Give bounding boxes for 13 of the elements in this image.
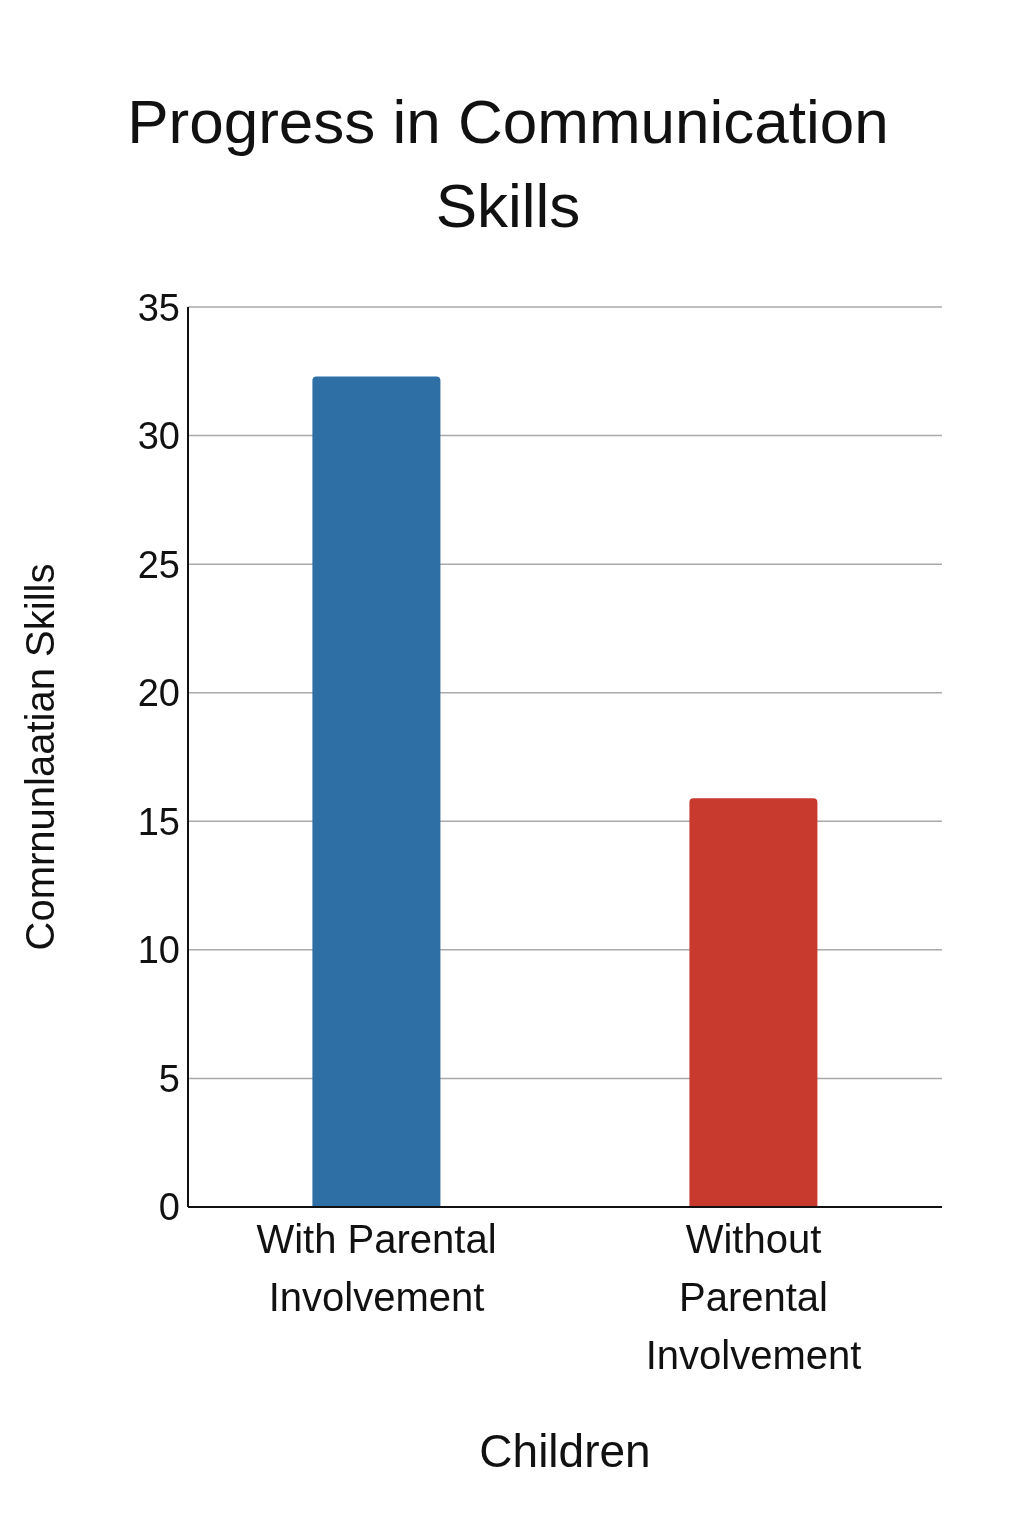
x-axis-title: Children xyxy=(479,1425,651,1478)
y-tick-label: 15 xyxy=(137,801,180,844)
y-axis-title: Comrnunlaatian Skills xyxy=(18,563,63,951)
x-tick-label: Without Parental Involvement xyxy=(645,1217,862,1378)
y-tick-label: 20 xyxy=(137,672,180,715)
y-tick-label: 30 xyxy=(137,415,180,458)
chart-title: Progress in Communication Skills xyxy=(126,86,890,242)
y-tick-label: 25 xyxy=(137,544,180,587)
y-tick-label: 5 xyxy=(158,1058,180,1101)
y-tick-label: 35 xyxy=(137,286,180,329)
y-tick-label: 0 xyxy=(158,1186,180,1229)
x-tick-label: With Parental Involvement xyxy=(256,1217,497,1320)
y-tick-label: 10 xyxy=(137,929,180,972)
